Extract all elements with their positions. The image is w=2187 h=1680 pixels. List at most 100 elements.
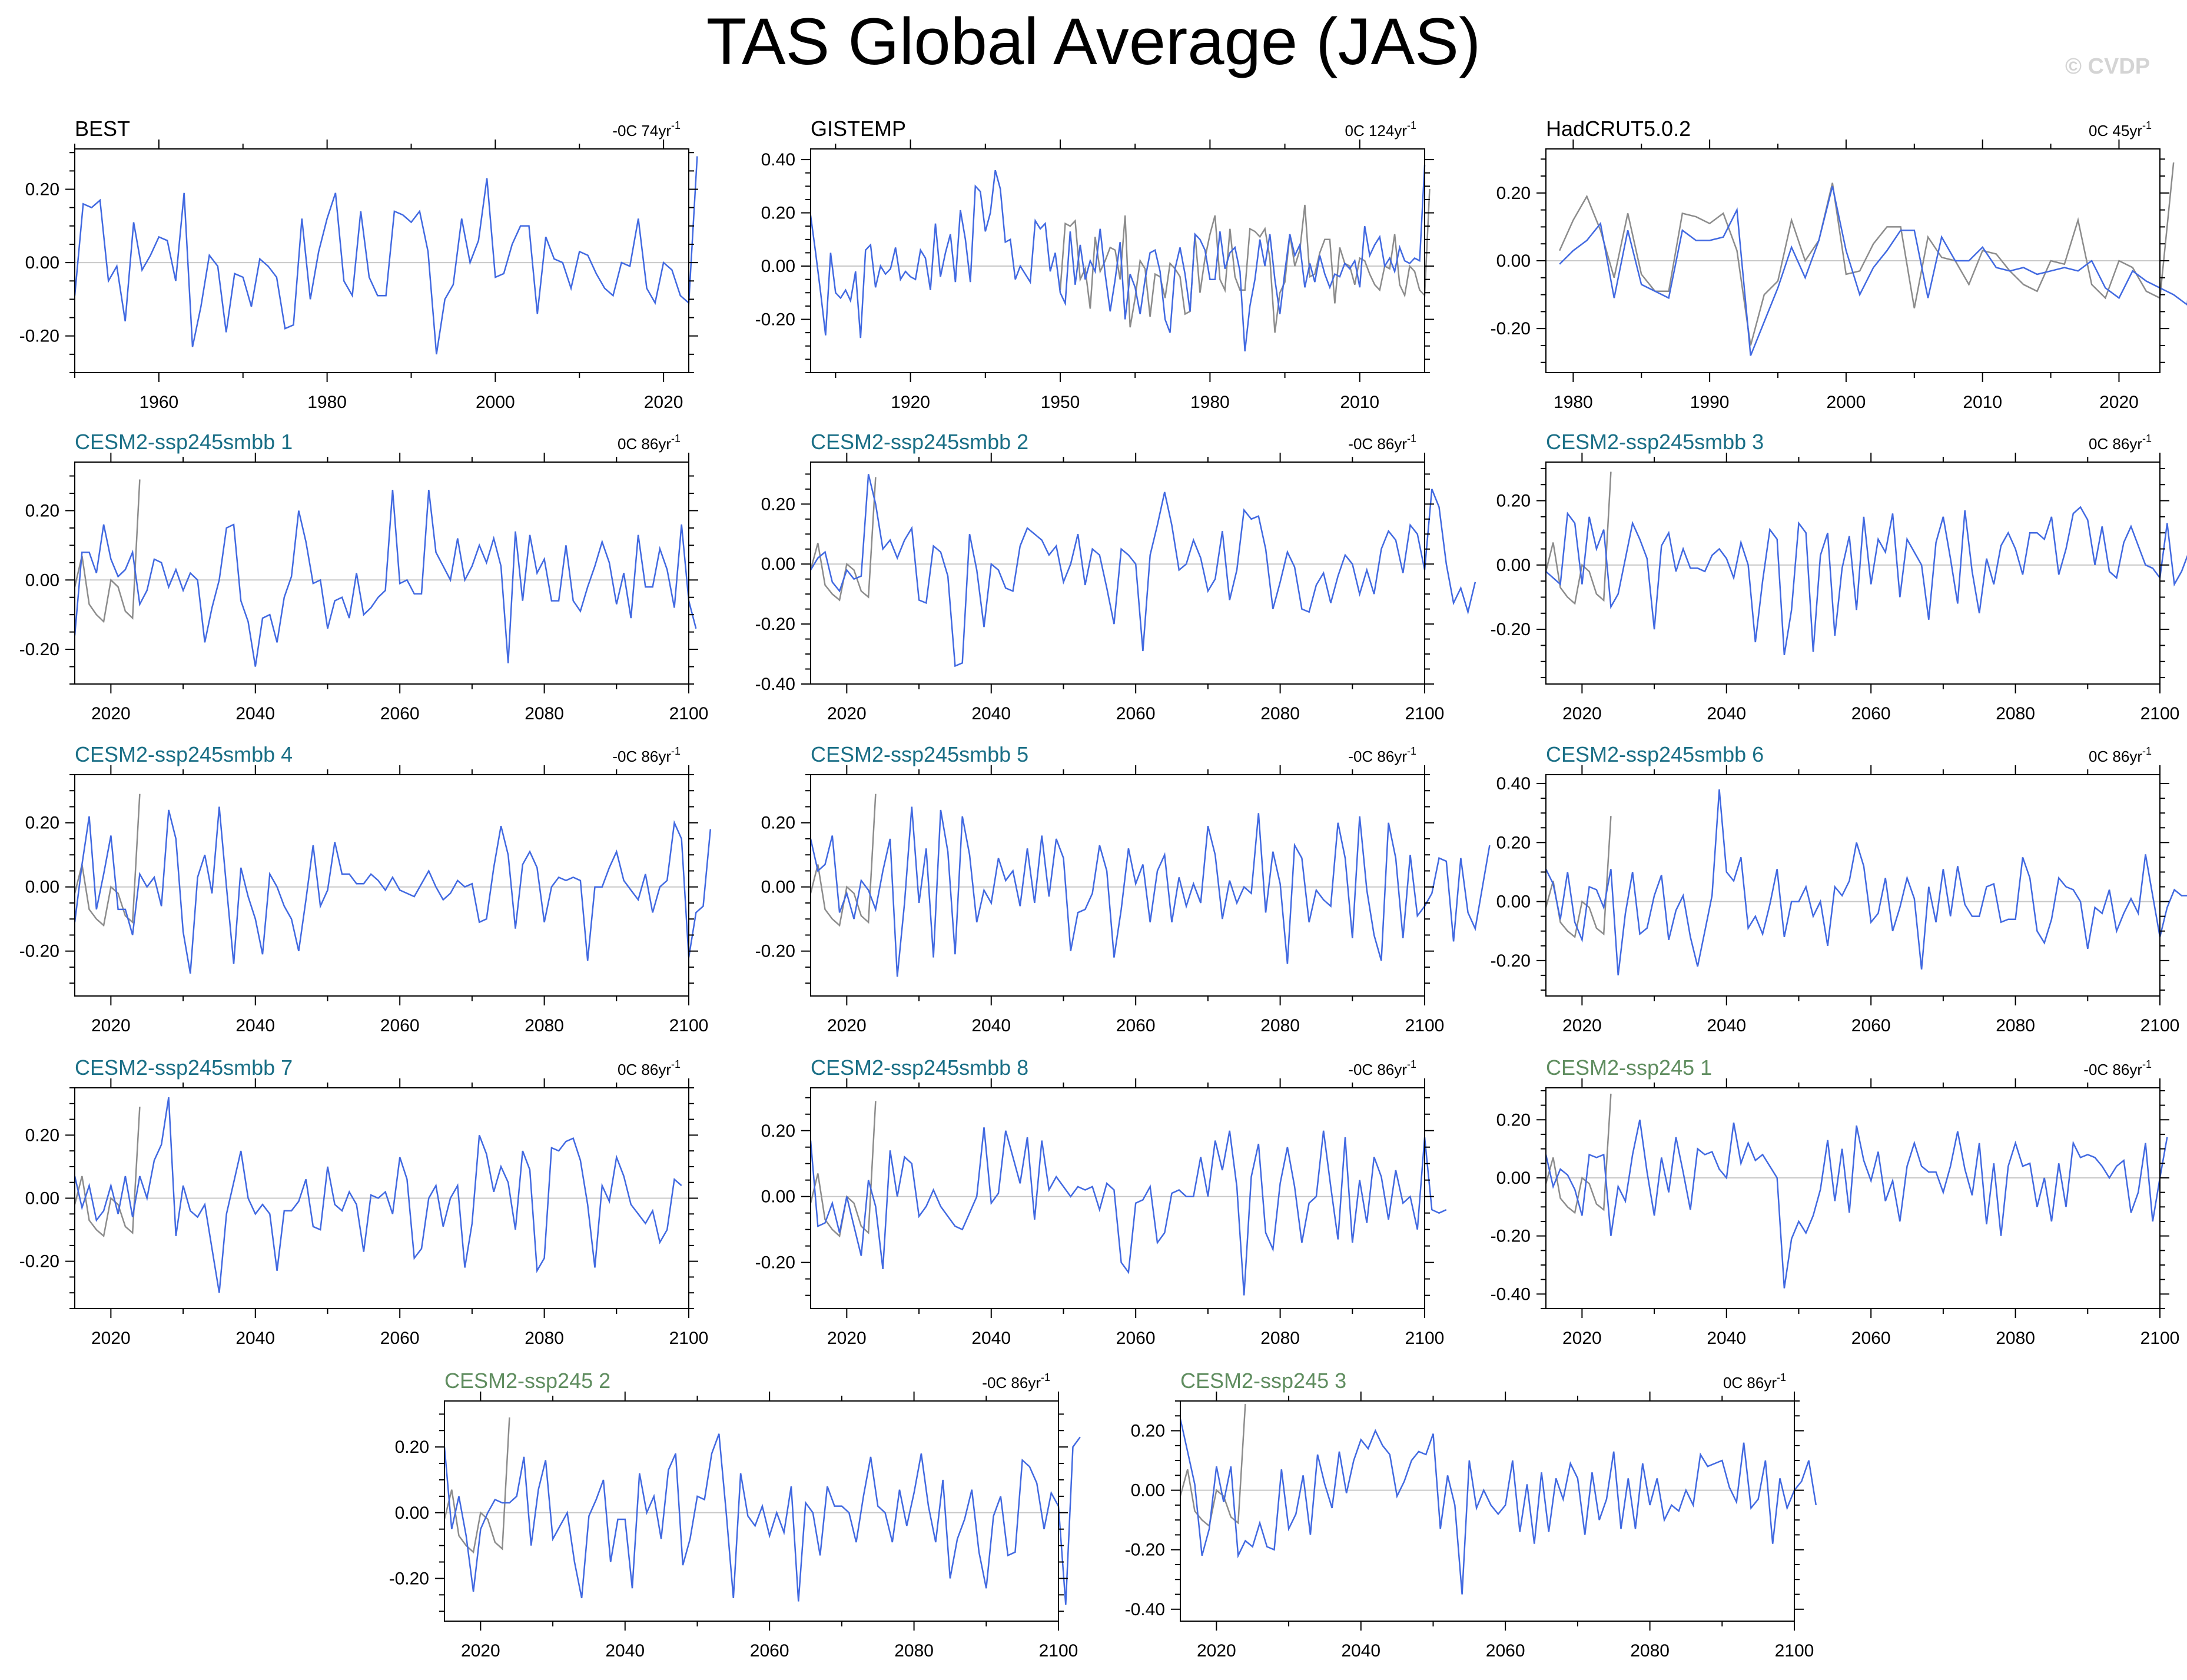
panel-title: BEST <box>75 117 130 141</box>
y-tick-label: -0.20 <box>19 1252 59 1271</box>
y-tick-label: -0.20 <box>1491 319 1531 338</box>
x-tick-label: 2040 <box>971 704 1011 723</box>
y-tick-label: 0.00 <box>1496 1168 1531 1188</box>
trend-label: -0C 86yr-1 <box>1348 1058 1416 1078</box>
x-tick-label: 1920 <box>891 393 930 412</box>
y-tick-label: 0.20 <box>761 814 795 833</box>
model-line <box>809 165 1426 351</box>
x-tick-label: 2100 <box>1405 704 1445 723</box>
x-tick-label: 2100 <box>669 1016 709 1035</box>
x-tick-label: 1950 <box>1041 393 1080 412</box>
y-tick-label: -0.20 <box>755 1253 795 1273</box>
panel-6: CESM2-ssp245smbb 3 0C 86yr-1 2020 2040 2060 2… <box>1491 430 2187 723</box>
panel-title: CESM2-ssp245smbb 6 <box>1546 742 1764 766</box>
plot-frame <box>1545 1087 2161 1309</box>
y-tick-label: -0.20 <box>1491 951 1531 971</box>
trend-label: -0C 86yr-1 <box>1348 745 1416 765</box>
x-tick-label: 2040 <box>1707 1329 1746 1348</box>
observation-line <box>74 793 141 927</box>
panel-13: CESM2-ssp245 2 -0C 86yr-1 2020 2040 2060 2080… <box>389 1369 1081 1661</box>
x-tick-label: 2060 <box>1116 1329 1156 1348</box>
panel-title: CESM2-ssp245smbb 7 <box>75 1055 293 1080</box>
panel-title: CESM2-ssp245smbb 5 <box>811 742 1028 766</box>
trend-superscript: -1 <box>1407 119 1416 131</box>
panel-11: CESM2-ssp245smbb 8 -0C 86yr-1 2020 2040 2060… <box>755 1055 1447 1348</box>
y-tick-label: -0.20 <box>755 615 795 634</box>
trend-superscript: -1 <box>671 433 681 444</box>
observation-line <box>1545 816 1612 938</box>
panel-title: CESM2-ssp245smbb 3 <box>1546 430 1764 454</box>
y-tick-label: 0.20 <box>1131 1422 1165 1441</box>
panel-8: CESM2-ssp245smbb 5 -0C 86yr-1 2020 2040 2060… <box>755 742 1491 1035</box>
trend-label: -0C 86yr-1 <box>612 745 681 765</box>
y-tick-label: 0.00 <box>25 1189 59 1208</box>
panel-title: CESM2-ssp245 1 <box>1546 1055 1712 1080</box>
plot-frame <box>1545 461 2161 685</box>
plot-frame <box>444 1400 1059 1622</box>
x-tick-label: 2020 <box>2099 393 2139 412</box>
y-tick-label: -0.20 <box>19 640 59 659</box>
x-tick-label: 2100 <box>1039 1641 1078 1661</box>
panel-title: GISTEMP <box>811 117 906 141</box>
y-tick-label: -0.20 <box>1491 620 1531 639</box>
model-line <box>1545 1120 2168 1289</box>
y-tick-label: 0.00 <box>1131 1481 1165 1500</box>
trend-superscript: -1 <box>1041 1372 1050 1383</box>
plot-frame <box>1180 1400 1795 1622</box>
x-tick-label: 2100 <box>2140 704 2180 723</box>
observation-line <box>1559 162 2175 346</box>
panel-7: CESM2-ssp245smbb 4 -0C 86yr-1 2020 2040 2060… <box>19 742 712 1035</box>
x-tick-label: 2060 <box>1851 1329 1891 1348</box>
y-tick-label: 0.00 <box>395 1503 429 1523</box>
trend-superscript: -1 <box>1407 433 1416 444</box>
panel-1: BEST -0C 74yr-1 1960 1980 2000 2020 -0.20 0.00 0… <box>19 117 698 412</box>
y-tick-label: 0.20 <box>25 180 59 200</box>
x-tick-label: 2020 <box>91 1329 131 1348</box>
x-tick-label: 2080 <box>1996 1016 2035 1035</box>
trend-label: -0C 86yr-1 <box>1348 433 1416 453</box>
trend-label: -0C 74yr-1 <box>612 119 681 140</box>
y-tick-label: 0.00 <box>25 253 59 273</box>
x-tick-label: 2100 <box>1775 1641 1814 1661</box>
x-tick-label: 2080 <box>525 1329 564 1348</box>
trend-label: 0C 86yr-1 <box>618 1058 681 1078</box>
y-tick-label: 0.00 <box>1496 556 1531 575</box>
y-tick-label: 0.00 <box>1496 892 1531 912</box>
panel-title: CESM2-ssp245smbb 1 <box>75 430 293 454</box>
panel-title: HadCRUT5.0.2 <box>1546 117 1691 141</box>
model-line <box>809 474 1476 668</box>
y-tick-label: -0.20 <box>755 310 795 330</box>
panel-title: CESM2-ssp245smbb 2 <box>811 430 1028 454</box>
y-tick-label: 0.20 <box>761 1121 795 1141</box>
x-tick-label: 2100 <box>2140 1329 2180 1348</box>
y-tick-label: 0.20 <box>1496 184 1531 203</box>
plot-frame <box>810 774 1425 997</box>
y-tick-label: 0.20 <box>1496 1110 1531 1130</box>
model-line <box>74 489 697 667</box>
model-line <box>74 1097 682 1293</box>
y-tick-label: -0.20 <box>19 327 59 346</box>
x-tick-label: 2060 <box>380 1329 420 1348</box>
x-tick-label: 2020 <box>1562 704 1602 723</box>
observation-line <box>1545 472 1612 605</box>
model-line <box>74 806 712 974</box>
x-tick-label: 2020 <box>91 1016 131 1035</box>
x-tick-label: 2040 <box>971 1016 1011 1035</box>
trend-label: -0C 86yr-1 <box>2083 1058 2152 1078</box>
y-tick-label: 0.00 <box>25 570 59 590</box>
model-line <box>443 1433 1081 1605</box>
x-tick-label: 2040 <box>235 1016 275 1035</box>
y-tick-label: 0.00 <box>761 1187 795 1207</box>
plot-frame <box>1545 774 2161 997</box>
trend-label: 0C 45yr-1 <box>2089 119 2152 140</box>
x-tick-label: 2020 <box>827 1016 867 1035</box>
x-tick-label: 1990 <box>1690 393 1730 412</box>
panel-4: CESM2-ssp245smbb 1 0C 86yr-1 2020 2040 2060 2… <box>19 430 709 723</box>
x-tick-label: 2100 <box>2140 1016 2180 1035</box>
x-tick-label: 2040 <box>971 1329 1011 1348</box>
x-tick-label: 1980 <box>307 393 347 412</box>
trend-label: 0C 86yr-1 <box>618 433 681 453</box>
x-tick-label: 2040 <box>235 704 275 723</box>
x-tick-label: 2060 <box>1116 1016 1156 1035</box>
y-tick-label: 0.00 <box>761 555 795 574</box>
